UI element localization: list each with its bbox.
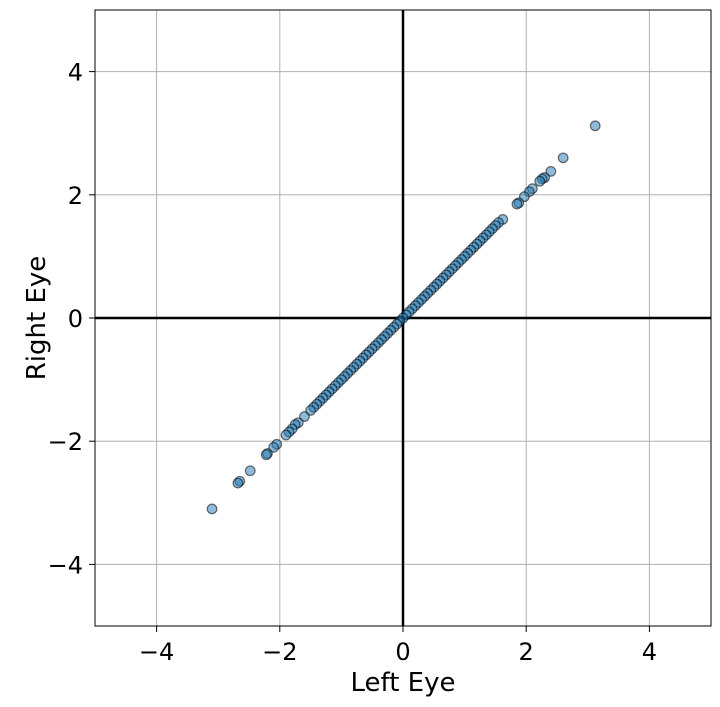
ticks: −4 −2 0 2 4 −4 −2 0 2 4 — [48, 59, 657, 666]
y-axis-label: Right Eye — [22, 256, 52, 381]
y-tick-label: 2 — [68, 182, 83, 210]
scatter-point — [589, 120, 601, 132]
x-tick-label: 2 — [519, 638, 534, 666]
y-tick-label: 0 — [68, 305, 83, 333]
scatter-point — [280, 429, 292, 441]
x-tick-label: −2 — [262, 638, 297, 666]
x-tick-label: 4 — [642, 638, 657, 666]
scatter-point — [557, 152, 569, 164]
y-tick-label: −2 — [48, 428, 83, 456]
data-points — [206, 120, 601, 515]
scatter-point — [260, 449, 272, 461]
scatter-point — [206, 503, 218, 515]
scatter-point — [511, 198, 523, 210]
x-tick-label: 0 — [395, 638, 410, 666]
y-tick-label: −4 — [48, 551, 83, 579]
scatter-point — [232, 477, 244, 489]
scatter-point — [534, 175, 546, 187]
x-axis-label: Left Eye — [351, 668, 456, 698]
y-tick-label: 4 — [68, 59, 83, 87]
scatter-point — [244, 465, 256, 477]
x-tick-label: −4 — [139, 638, 174, 666]
